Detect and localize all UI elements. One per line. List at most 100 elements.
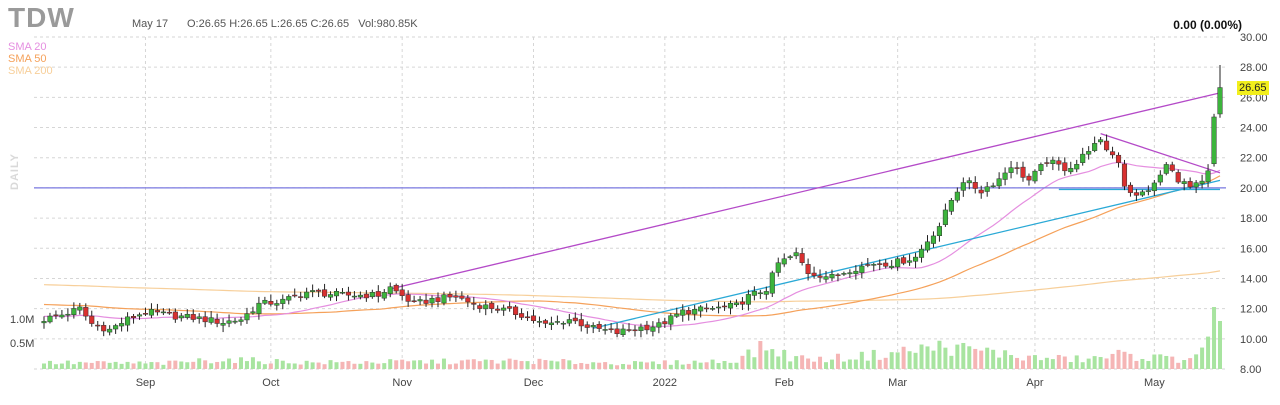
period-label: DAILY — [9, 153, 21, 190]
candle-body — [644, 324, 650, 331]
y-tick-label: 14.00 — [1240, 273, 1268, 285]
volume-bar — [925, 346, 930, 369]
volume-bar — [764, 350, 769, 369]
candle-body — [930, 235, 937, 244]
volume-bar — [59, 363, 64, 369]
candle-body — [1098, 139, 1104, 143]
volume-bar — [89, 362, 94, 369]
candle-body — [805, 264, 811, 274]
candle-body — [1157, 174, 1163, 183]
volume-bar — [889, 352, 894, 369]
legend-sma-20[interactable]: SMA 20 — [8, 41, 47, 53]
candle-body — [268, 300, 274, 305]
volume-bar — [1038, 360, 1043, 369]
volume-axis-label: 0.5M — [10, 338, 34, 350]
candle-body — [160, 311, 166, 314]
candle-body — [835, 274, 841, 276]
x-tick-label: Nov — [392, 377, 412, 389]
candle-body — [142, 313, 149, 315]
volume-bar — [824, 362, 829, 369]
volume-bar — [125, 361, 130, 369]
legend-sma-200[interactable]: SMA 200 — [8, 65, 53, 77]
candle-body — [668, 315, 674, 325]
candle-body — [1151, 182, 1157, 192]
volume-bar — [400, 359, 405, 369]
candle-body — [280, 298, 286, 304]
volume-bar — [555, 361, 560, 369]
volume-bar — [364, 361, 369, 369]
candle-body — [190, 314, 196, 320]
volume-bar — [244, 361, 249, 369]
candle-body — [757, 292, 763, 295]
candle-body — [196, 316, 202, 319]
volume-bar — [871, 349, 876, 369]
volume-bar — [119, 363, 124, 369]
candle-body — [889, 265, 895, 268]
volume-bar — [149, 362, 154, 369]
volume-bar — [1080, 362, 1085, 369]
volume-bar — [865, 360, 870, 369]
candle-body — [166, 311, 172, 314]
volume-bar — [1003, 350, 1008, 369]
volume-bar — [1086, 358, 1091, 369]
candle-body — [1115, 154, 1122, 163]
volume-bar — [567, 360, 572, 369]
volume-bar — [1074, 355, 1079, 369]
y-tick-label: 30.00 — [1240, 32, 1268, 44]
candle-body — [220, 323, 226, 326]
volume-bar — [131, 363, 136, 369]
volume-bar — [961, 342, 966, 369]
volume-bar — [1098, 357, 1103, 369]
volume-bar — [370, 362, 375, 369]
volume-bar — [316, 362, 321, 369]
candle-body — [686, 310, 692, 315]
descending-resistance-line — [1100, 132, 1221, 174]
volume-bar — [1032, 355, 1037, 369]
candle-body — [1199, 180, 1205, 184]
candle-body — [1217, 87, 1223, 115]
volume-bar — [465, 359, 470, 369]
candle-body — [65, 313, 71, 316]
candle-body — [966, 180, 972, 184]
candle-body — [1050, 159, 1056, 164]
candle-body — [996, 178, 1002, 187]
volume-bar — [274, 359, 279, 369]
candle-body — [871, 264, 877, 266]
candle-body — [865, 264, 871, 266]
volume-bar — [907, 351, 912, 369]
volume-bar — [1218, 321, 1222, 369]
candle-body — [990, 185, 996, 188]
candle-body — [936, 226, 942, 236]
volume-bar — [441, 358, 446, 369]
volume-bar — [42, 363, 46, 369]
y-tick-label: 26.00 — [1240, 92, 1268, 104]
volume-bar — [376, 363, 381, 369]
legend-sma-50[interactable]: SMA 50 — [8, 53, 47, 65]
volume-bar — [346, 361, 351, 369]
volume-bar — [1050, 359, 1055, 369]
candle-body — [775, 262, 781, 273]
y-tick-label: 28.00 — [1240, 62, 1268, 74]
volume-bar — [173, 360, 178, 369]
candle-body — [119, 323, 125, 327]
candle-body — [692, 309, 698, 315]
upper-channel-line — [390, 92, 1221, 290]
volume-bar — [238, 357, 243, 369]
volume-bar — [531, 364, 536, 369]
candle-body — [113, 325, 119, 330]
volume-bar — [859, 351, 864, 369]
candle-body — [1068, 167, 1074, 173]
y-tick-label: 8.00 — [1240, 364, 1261, 376]
volume-bar — [227, 358, 232, 369]
candle-body — [519, 313, 525, 318]
candle-body — [130, 316, 137, 319]
volume-bar — [256, 361, 261, 369]
volume-bar — [835, 353, 840, 369]
candle-body — [763, 291, 769, 295]
volume-bar — [1164, 355, 1169, 369]
sma-200-line — [43, 270, 1221, 303]
candle-body — [823, 276, 829, 280]
volume-bar — [1212, 307, 1217, 369]
